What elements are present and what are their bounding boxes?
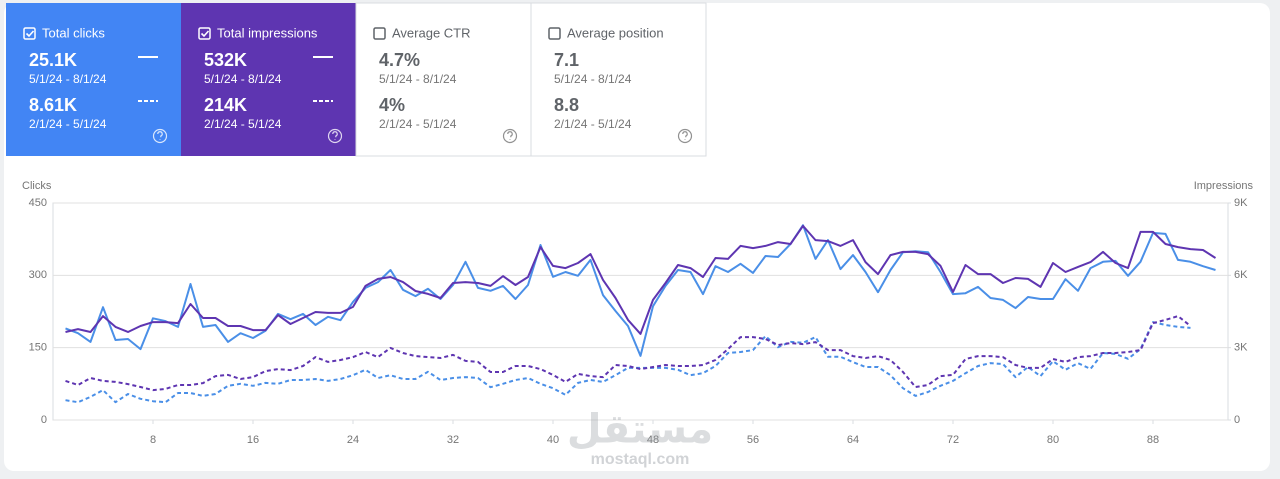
current-range: 5/1/24 - 8/1/24 (29, 72, 107, 86)
previous-range: 2/1/24 - 5/1/24 (204, 117, 282, 131)
x-tick-label: 64 (847, 434, 859, 446)
previous-value: 4% (379, 95, 405, 115)
y-axis-title: Clicks (22, 180, 52, 192)
help-icon-glyph (682, 131, 688, 140)
y-tick-label: 150 (29, 342, 47, 354)
x-tick-label: 8 (150, 434, 156, 446)
help-icon-glyph (157, 131, 163, 140)
help-icon[interactable] (677, 128, 693, 144)
y-tick-label: 300 (29, 269, 47, 281)
checkbox[interactable] (23, 27, 36, 40)
x-tick-label: 32 (447, 434, 459, 446)
current-period-line (65, 224, 1217, 335)
help-icon-glyph (332, 131, 338, 140)
x-tick-label: 56 (747, 434, 759, 446)
previous-value: 8.8 (554, 95, 579, 115)
y-tick-label: 0 (41, 414, 47, 426)
previous-value: 214K (204, 95, 247, 115)
x-tick-label: 16 (247, 434, 259, 446)
checkbox[interactable] (198, 27, 211, 40)
previous-range: 2/1/24 - 5/1/24 (379, 117, 457, 131)
previous-value: 8.61K (29, 95, 77, 115)
current-value: 25.1K (29, 50, 77, 70)
card-label: Total impressions (217, 25, 318, 40)
checkbox[interactable] (373, 27, 386, 40)
x-tick-label: 72 (947, 434, 959, 446)
y2-tick-label: 3K (1234, 342, 1248, 354)
x-tick-label: 40 (547, 434, 559, 446)
metric-card[interactable]: Total impressions 532K 5/1/24 - 8/1/24 214K… (181, 3, 356, 156)
current-range: 5/1/24 - 8/1/24 (554, 72, 632, 86)
previous-range: 2/1/24 - 5/1/24 (554, 117, 632, 131)
card-label: Average position (567, 25, 664, 40)
y2-axis-title: Impressions (1194, 180, 1254, 192)
current-value: 532K (204, 50, 247, 70)
y2-tick-label: 6K (1234, 269, 1248, 281)
x-tick-label: 24 (347, 434, 359, 446)
help-icon[interactable] (502, 128, 518, 144)
checkbox[interactable] (548, 27, 561, 40)
x-tick-label: 80 (1047, 434, 1059, 446)
current-period-line (65, 224, 1216, 357)
x-tick-label: 48 (647, 434, 659, 446)
chart: 0 150 300 450 0 3K 6K 9K 8 16 24 32 40 48 56 64 72 80 88 (29, 197, 1248, 446)
help-icon-glyph (507, 131, 513, 140)
current-value: 4.7% (379, 50, 420, 70)
card-label: Total clicks (42, 25, 105, 40)
current-value: 7.1 (554, 50, 579, 70)
current-range: 5/1/24 - 8/1/24 (204, 72, 282, 86)
x-tick-label: 88 (1147, 434, 1159, 446)
previous-period-line (65, 321, 1191, 404)
y-tick-label: 450 (29, 197, 47, 209)
checkmark (200, 30, 210, 38)
watermark-logo: مستقل (567, 408, 713, 452)
checkmark (25, 30, 35, 38)
metric-card[interactable]: Average CTR 4.7% 5/1/24 - 8/1/24 4% 2/1/24 -… (355, 2, 532, 157)
card-label: Average CTR (392, 25, 471, 40)
help-icon[interactable] (327, 128, 343, 144)
metric-cards: Total clicks 25.1K 5/1/24 - 8/1/24 8.61K 2/1… (6, 2, 707, 157)
help-icon[interactable] (152, 128, 168, 144)
previous-range: 2/1/24 - 5/1/24 (29, 117, 107, 131)
current-range: 5/1/24 - 8/1/24 (379, 72, 457, 86)
metric-card[interactable]: Total clicks 25.1K 5/1/24 - 8/1/24 8.61K 2/1… (6, 3, 181, 156)
metric-card[interactable]: Average position 7.1 5/1/24 - 8/1/24 8.8 2/1… (530, 2, 707, 157)
watermark-site: mostaql.com (591, 451, 690, 468)
y2-tick-label: 0 (1234, 414, 1240, 426)
previous-period-line (65, 315, 1192, 392)
y2-tick-label: 9K (1234, 197, 1248, 209)
